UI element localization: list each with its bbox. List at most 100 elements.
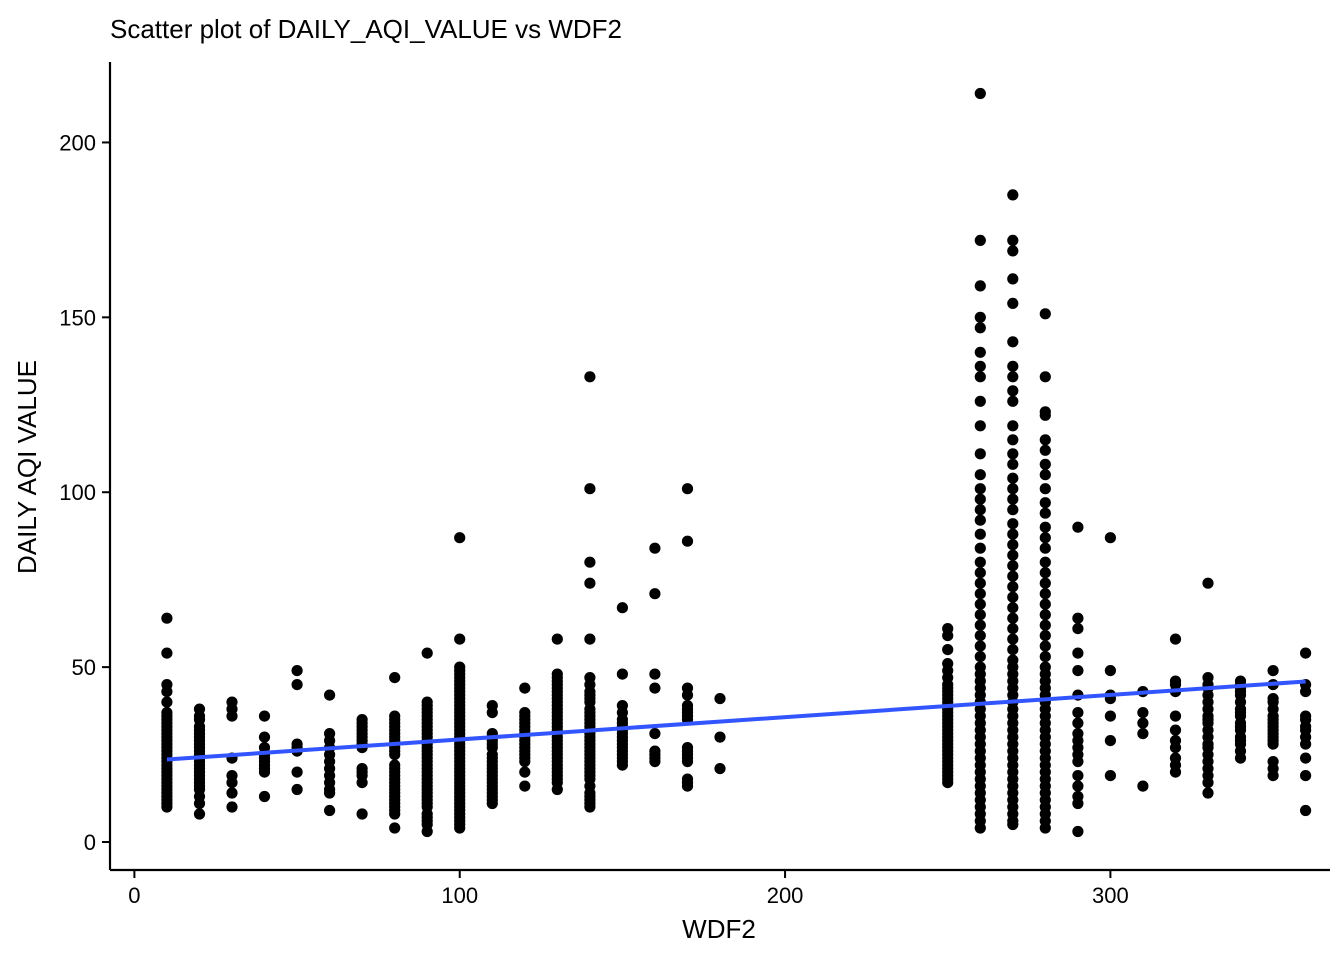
data-point	[519, 780, 531, 792]
data-point	[1169, 633, 1182, 645]
data-point	[519, 756, 531, 768]
data-point	[1007, 297, 1019, 309]
data-point	[1234, 752, 1247, 764]
data-point	[291, 783, 303, 796]
data-point	[974, 619, 986, 631]
y-tick-label: 50	[72, 655, 96, 680]
data-point	[1072, 780, 1084, 792]
data-point	[258, 790, 271, 803]
data-point	[324, 787, 336, 799]
data-point	[1007, 371, 1019, 383]
data-point	[974, 420, 986, 432]
data-point	[1039, 521, 1051, 533]
data-point	[974, 311, 986, 323]
data-point	[1300, 752, 1312, 764]
chart-title: Scatter plot of DAILY_AQI_VALUE vs WDF2	[110, 14, 622, 44]
data-point	[1300, 804, 1312, 817]
data-point	[974, 87, 986, 100]
data-point	[551, 633, 563, 645]
data-point	[389, 749, 401, 761]
data-point	[974, 598, 986, 610]
data-point	[389, 822, 401, 834]
data-point	[974, 280, 986, 292]
data-point	[1072, 756, 1084, 768]
y-tick-label: 150	[59, 305, 96, 330]
data-point	[1039, 609, 1051, 621]
data-point	[454, 822, 466, 834]
data-point	[942, 644, 954, 656]
data-point	[1039, 542, 1051, 554]
data-point	[1267, 738, 1279, 750]
data-point	[161, 696, 173, 708]
trend-layer	[166, 679, 1306, 762]
data-point	[1039, 619, 1051, 631]
data-point	[1072, 825, 1084, 838]
data-point	[1072, 665, 1084, 677]
data-point	[974, 542, 986, 554]
data-point	[1300, 770, 1312, 782]
data-point	[454, 532, 466, 544]
data-point	[1007, 591, 1019, 603]
data-point	[486, 797, 498, 810]
y-tick-label: 100	[59, 480, 96, 505]
data-point	[974, 322, 986, 334]
data-point	[1072, 770, 1084, 782]
data-point	[974, 588, 986, 600]
data-point	[1007, 448, 1019, 460]
data-point	[1137, 707, 1149, 719]
data-point	[1039, 507, 1051, 519]
data-point	[1072, 623, 1084, 635]
data-point	[551, 783, 563, 796]
data-point	[1039, 409, 1051, 421]
data-point	[226, 801, 238, 813]
data-point	[1039, 469, 1051, 481]
data-point	[974, 514, 986, 526]
data-point	[291, 665, 303, 677]
data-point	[1072, 717, 1084, 729]
y-axis-title: DAILY AQI VALUE	[12, 360, 42, 574]
data-point	[649, 728, 661, 740]
data-point	[1202, 577, 1214, 589]
y-tick-label: 0	[84, 830, 96, 855]
data-point	[356, 777, 368, 789]
data-point	[1039, 640, 1051, 652]
data-point	[1007, 644, 1019, 656]
data-point	[1072, 647, 1084, 659]
data-point	[1137, 728, 1149, 740]
data-point	[1300, 647, 1312, 659]
data-point	[649, 588, 661, 600]
data-point	[1039, 371, 1051, 383]
data-point	[942, 777, 954, 789]
data-point	[1007, 560, 1019, 572]
data-point	[974, 556, 986, 568]
data-point	[584, 371, 596, 383]
data-point	[1072, 707, 1084, 719]
data-point	[681, 535, 694, 547]
points-layer	[161, 87, 1312, 838]
data-point	[649, 542, 661, 554]
data-point	[1007, 612, 1019, 624]
data-point	[1169, 710, 1182, 722]
data-point	[324, 804, 336, 817]
data-point	[291, 679, 303, 691]
data-point	[1007, 189, 1019, 201]
data-point	[1007, 336, 1019, 348]
data-point	[1007, 504, 1019, 516]
data-point	[1039, 444, 1051, 456]
data-point	[258, 710, 271, 722]
data-point	[681, 483, 694, 495]
data-point	[1007, 420, 1019, 432]
data-point	[1104, 770, 1116, 782]
data-point	[226, 777, 238, 789]
data-point	[421, 647, 433, 659]
data-point	[1104, 665, 1116, 677]
data-point	[1007, 273, 1019, 285]
trend-line	[166, 679, 1306, 762]
data-point	[1039, 434, 1051, 446]
data-point	[584, 556, 596, 568]
data-point	[974, 822, 986, 834]
data-point	[356, 808, 368, 820]
data-point	[714, 763, 726, 775]
data-point	[1007, 602, 1019, 614]
